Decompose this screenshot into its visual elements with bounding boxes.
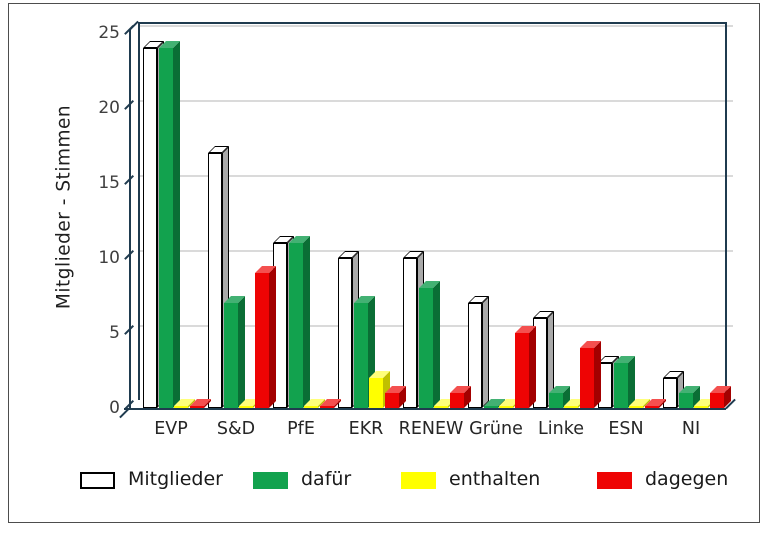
bar-front <box>289 243 303 408</box>
x-category-label-ESN: ESN <box>608 419 644 439</box>
bar-side <box>173 41 180 408</box>
bar-side <box>482 296 489 408</box>
bar-front <box>694 406 708 408</box>
bar-front <box>338 258 352 408</box>
bar-front <box>580 348 594 408</box>
bar-front <box>190 406 204 408</box>
x-axis-line <box>124 408 726 410</box>
bar-front <box>159 48 173 408</box>
bar-front <box>629 406 643 408</box>
y-tick-label: 5 <box>109 323 120 343</box>
legend-swatch-dagegen <box>597 472 632 489</box>
bar-front <box>304 406 318 408</box>
x-category-label-S&D: S&D <box>216 419 256 439</box>
legend-swatch-dafür <box>253 472 288 489</box>
bar-front <box>710 393 724 408</box>
bar-front <box>450 393 464 408</box>
y-axis-line <box>129 30 131 409</box>
legend-label-dafür: dafür <box>301 468 352 490</box>
gridline-15 <box>138 175 733 177</box>
bar-front <box>354 303 368 408</box>
bar-front <box>419 288 433 408</box>
wall-top-line <box>138 22 727 24</box>
legend-label-dagegen: dagegen <box>645 468 729 490</box>
x-category-label-PfE: PfE <box>287 419 315 439</box>
bar-side <box>303 236 310 408</box>
y-tick-label: 10 <box>98 248 120 268</box>
y-tick-label: 25 <box>98 23 120 43</box>
gridline-25 <box>138 25 733 27</box>
bar-side <box>238 296 245 408</box>
bar-front <box>515 333 529 408</box>
x-category-label-EVP: EVP <box>154 419 188 439</box>
bar-side <box>269 266 276 408</box>
bar-front <box>385 393 399 408</box>
legend-swatch-Mitglieder <box>80 472 115 489</box>
bar-front <box>645 406 659 408</box>
bar-front <box>663 378 677 408</box>
bar-front <box>224 303 238 408</box>
legend-swatch-enthalten <box>401 472 436 489</box>
y-tick-label: 0 <box>109 398 120 418</box>
x-category-label-Grüne: Grüne <box>469 419 523 439</box>
x-category-label-NI: NI <box>681 419 701 439</box>
wall-backleft-line <box>138 22 140 400</box>
y-axis-title: Mitglieder - Stimmen <box>53 104 75 310</box>
gridline-10 <box>138 250 733 252</box>
bar-front <box>434 406 448 408</box>
bar-front <box>255 273 269 408</box>
y-tick-label: 20 <box>98 98 120 118</box>
bar-front <box>208 153 222 408</box>
x-category-label-RENEW: RENEW <box>398 419 464 439</box>
bar-front <box>468 303 482 408</box>
gridline-20 <box>138 100 733 102</box>
bar-front <box>614 363 628 408</box>
wall-right-line <box>725 22 727 402</box>
bar-front <box>564 406 578 408</box>
bar-front <box>679 393 693 408</box>
bar-front <box>499 406 513 408</box>
bar-front <box>239 406 253 408</box>
bar-front <box>549 393 563 408</box>
bar-front <box>174 406 188 408</box>
bar-front <box>484 406 498 408</box>
bar-front <box>369 378 383 408</box>
bar-front <box>320 406 334 408</box>
bar-side <box>433 281 440 408</box>
legend-label-Mitglieder: Mitglieder <box>128 468 223 490</box>
bar-front <box>403 258 417 408</box>
legend-label-enthalten: enthalten <box>449 468 541 490</box>
x-category-label-EKR: EKR <box>348 419 384 439</box>
bar-front <box>143 48 157 408</box>
bar-side <box>529 326 536 408</box>
bar-side <box>594 341 601 408</box>
y-tick-label: 15 <box>98 173 120 193</box>
x-category-label-Linke: Linke <box>538 419 584 439</box>
chart-frame <box>8 3 760 523</box>
